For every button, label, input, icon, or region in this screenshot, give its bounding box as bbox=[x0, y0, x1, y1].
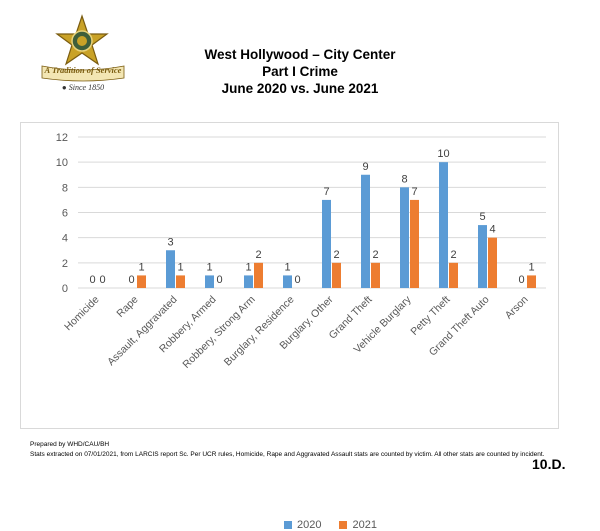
bar-2020 bbox=[244, 275, 253, 288]
data-label-2021: 0 bbox=[294, 274, 300, 286]
data-label-2021: 4 bbox=[489, 224, 495, 236]
data-label-2020: 10 bbox=[437, 148, 449, 160]
badge-motto: A Tradition of Service bbox=[44, 65, 122, 75]
footer-note: Stats extracted on 07/01/2021, from LARC… bbox=[30, 451, 545, 458]
data-label-2021: 7 bbox=[411, 186, 417, 198]
bar-2020 bbox=[322, 199, 331, 288]
bar-2021 bbox=[371, 262, 380, 288]
data-label-2020: 7 bbox=[323, 186, 329, 198]
bar-2020 bbox=[205, 275, 214, 288]
bar-2021 bbox=[449, 262, 458, 288]
x-tick-label: Homicide bbox=[62, 294, 102, 334]
data-label-2021: 2 bbox=[255, 249, 261, 261]
y-tick-label: 2 bbox=[62, 258, 68, 270]
bar-2020 bbox=[361, 174, 370, 288]
data-label-2021: 1 bbox=[138, 261, 144, 273]
bar-2020 bbox=[400, 187, 409, 288]
data-label-2021: 1 bbox=[528, 261, 534, 273]
y-tick-label: 12 bbox=[56, 132, 68, 144]
data-label-2020: 0 bbox=[518, 274, 524, 286]
data-label-2020: 0 bbox=[128, 274, 134, 286]
x-tick-label: Arson bbox=[503, 294, 531, 322]
y-tick-label: 10 bbox=[56, 157, 68, 169]
bar-2020 bbox=[166, 250, 175, 288]
data-label-2020: 1 bbox=[245, 261, 251, 273]
x-tick-label: Robbery, Strong Arm bbox=[180, 293, 257, 370]
bar-2021 bbox=[137, 275, 146, 288]
bar-2021 bbox=[527, 275, 536, 288]
y-tick-label: 0 bbox=[62, 283, 68, 295]
chart-title: West Hollywood – City Center Part I Crim… bbox=[150, 46, 450, 97]
star-icon bbox=[55, 14, 109, 66]
data-label-2020: 9 bbox=[362, 161, 368, 173]
data-label-2020: 3 bbox=[167, 236, 173, 248]
data-label-2021: 2 bbox=[450, 249, 456, 261]
data-label-2020: 8 bbox=[401, 173, 407, 185]
data-label-2021: 0 bbox=[99, 274, 105, 286]
legend-label-2021: 2021 bbox=[352, 519, 377, 531]
bar-2021 bbox=[332, 262, 341, 288]
x-tick-label: Burglary, Residence bbox=[222, 294, 297, 369]
legend-swatch-2020 bbox=[284, 521, 292, 529]
ribbon-icon bbox=[41, 65, 125, 82]
footer-prepared: Prepared by WHD/CAU/BH bbox=[30, 441, 110, 448]
data-label-2020: 0 bbox=[89, 274, 95, 286]
bar-2020 bbox=[439, 162, 448, 288]
title-line-1: West Hollywood – City Center bbox=[204, 47, 396, 62]
badge-since: ● Since 1850 bbox=[61, 83, 105, 92]
bar-2021 bbox=[176, 275, 185, 288]
data-label-2021: 1 bbox=[177, 261, 183, 273]
legend: 2020 2021 bbox=[284, 519, 377, 531]
bar-2021 bbox=[254, 262, 263, 288]
bar-2021 bbox=[488, 237, 497, 288]
y-tick-label: 8 bbox=[62, 182, 68, 194]
y-tick-label: 4 bbox=[62, 233, 68, 245]
x-tick-label: Rape bbox=[114, 294, 140, 320]
title-line-2: Part I Crime bbox=[262, 64, 338, 79]
legend-item-2020: 2020 bbox=[284, 519, 321, 531]
title-line-3: June 2020 vs. June 2021 bbox=[221, 81, 379, 96]
data-label-2021: 2 bbox=[333, 249, 339, 261]
bar-2020 bbox=[478, 225, 487, 288]
page-code: 10.D. bbox=[532, 456, 566, 472]
data-label-2020: 1 bbox=[284, 261, 290, 273]
legend-label-2020: 2020 bbox=[297, 519, 322, 531]
sheriff-badge-logo: A Tradition of Service ● Since 1850 bbox=[40, 14, 126, 92]
data-label-2020: 1 bbox=[206, 261, 212, 273]
legend-item-2021: 2021 bbox=[339, 519, 377, 531]
data-label-2021: 2 bbox=[372, 249, 378, 261]
bar-2021 bbox=[410, 199, 419, 288]
x-tick-label: Assault, Aggravated bbox=[105, 294, 180, 369]
legend-swatch-2021 bbox=[339, 521, 348, 529]
bar-2020 bbox=[283, 275, 292, 288]
data-label-2020: 5 bbox=[479, 211, 485, 223]
y-tick-label: 6 bbox=[62, 208, 68, 220]
data-label-2021: 0 bbox=[216, 274, 222, 286]
chart-area: 0 2 4 6 8 10 12 0 0 Homicide 0 1 Rape 3 1 Assault, Aggr… bbox=[20, 122, 559, 531]
